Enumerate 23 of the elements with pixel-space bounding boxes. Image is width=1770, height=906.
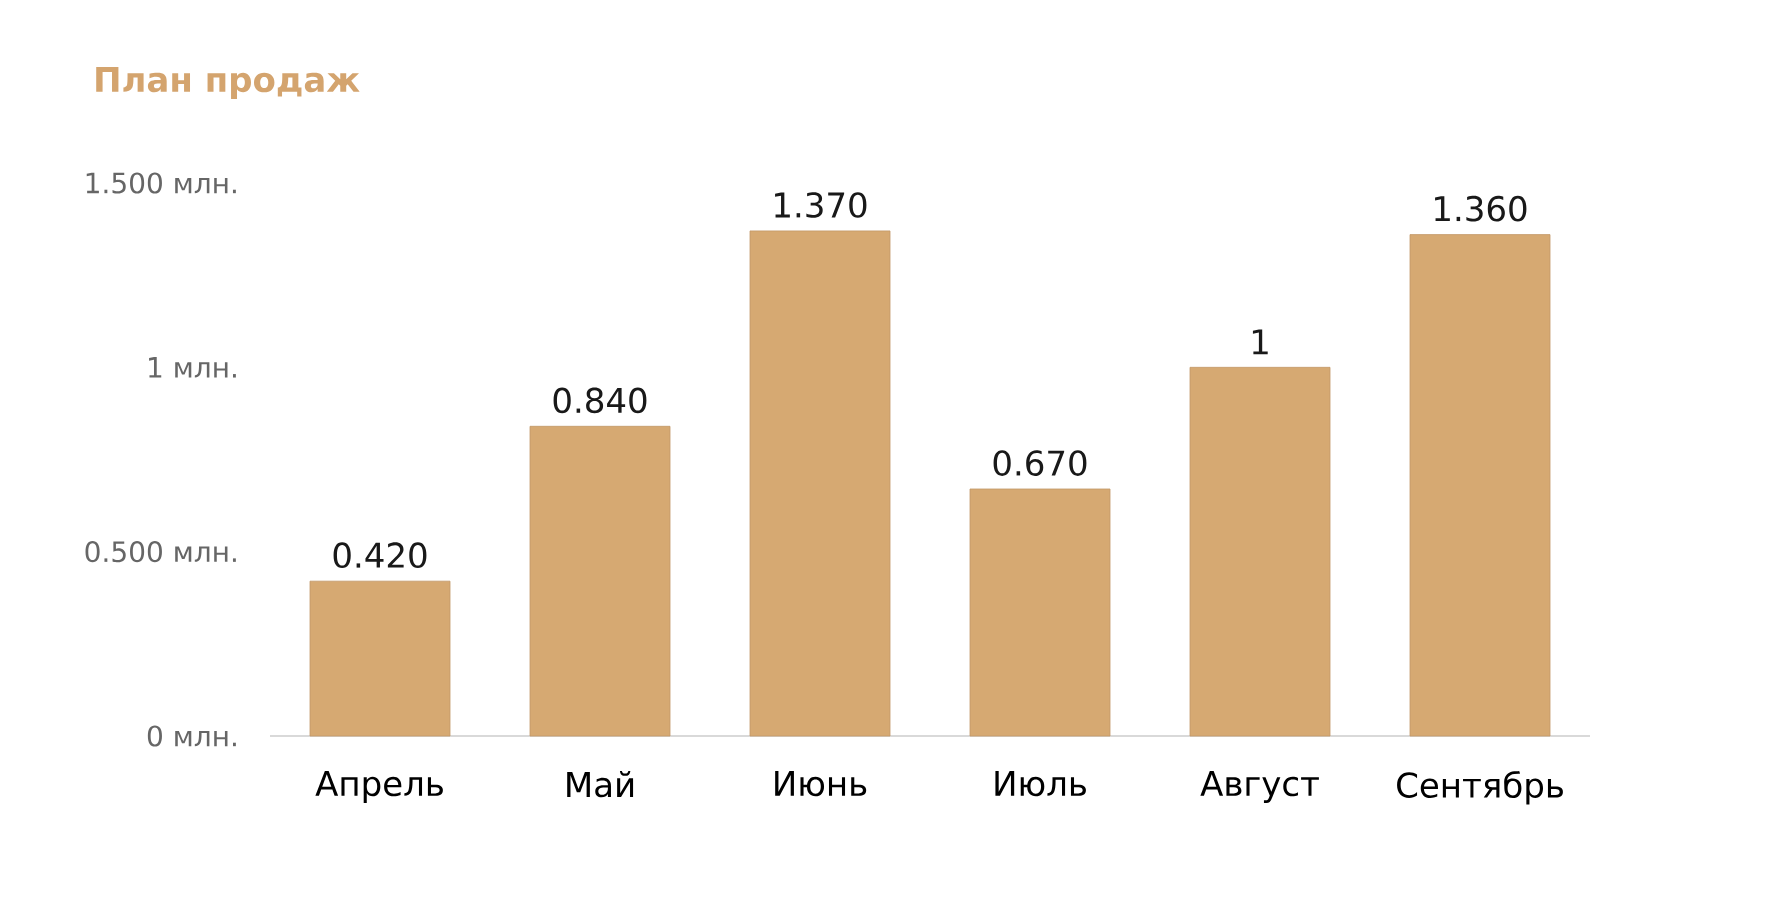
x-tick-label: Август (1200, 771, 1319, 803)
bar (309, 580, 451, 737)
bar (969, 488, 1111, 737)
data-label: 1 (1252, 329, 1268, 355)
x-tick-label: Июль (995, 771, 1086, 797)
data-label: 0.670 (993, 450, 1087, 476)
bar (1409, 234, 1551, 737)
x-tick-label: Сентябрь (1397, 771, 1563, 805)
bar (529, 425, 671, 737)
data-label: 1.370 (775, 192, 867, 218)
bar (749, 230, 891, 737)
y-tick-label: 0.500 млн. (85, 541, 236, 563)
y-tick-label: 0 млн. (147, 725, 236, 747)
y-tick-label: 1 млн. (149, 357, 236, 378)
y-tick-label: 1.500 млн. (86, 172, 236, 194)
data-label: 1.360 (1435, 195, 1527, 222)
x-tick-label: Апрель (315, 771, 443, 803)
x-tick-label: Май (567, 771, 634, 798)
data-label: 0.840 (553, 387, 647, 414)
data-label: 0.420 (333, 542, 427, 569)
x-tick-label: Июнь (775, 771, 867, 797)
bar (1189, 366, 1331, 737)
chart-title: План продаж (96, 67, 360, 99)
